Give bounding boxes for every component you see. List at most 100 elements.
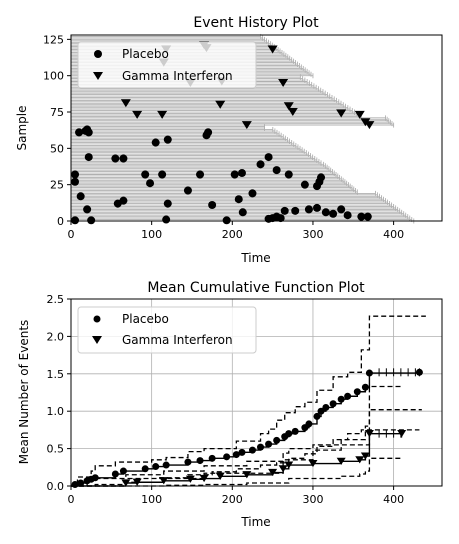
x-tick-label: 200 <box>222 493 243 506</box>
event-point <box>304 205 313 214</box>
event-point <box>163 199 172 208</box>
event-point <box>151 138 160 147</box>
mcf-point <box>152 463 160 471</box>
mcf-point <box>238 448 246 456</box>
x-tick-label: 100 <box>141 228 162 241</box>
x-tick-label: 300 <box>302 228 323 241</box>
event-point <box>234 195 243 204</box>
event-point <box>336 109 347 118</box>
legend-frame <box>77 306 257 354</box>
event-point <box>312 203 321 212</box>
mcf-point <box>355 456 365 464</box>
mcf-point <box>278 465 288 473</box>
mcf-point <box>121 479 131 487</box>
event-point <box>300 180 309 189</box>
mcf-point <box>317 407 325 415</box>
mcf-point <box>141 465 149 473</box>
event-point <box>208 201 217 210</box>
mcf-point <box>215 472 225 480</box>
event-point <box>343 211 352 220</box>
y-tick-label: 1.0 <box>47 405 65 418</box>
mcf-point <box>119 467 127 475</box>
mcf-point <box>285 430 293 438</box>
legend-frame <box>77 41 257 89</box>
event-point <box>291 206 300 215</box>
mcf-point <box>199 474 209 483</box>
event-point <box>337 205 346 214</box>
y-tick-label: 2.0 <box>47 330 65 343</box>
event-point <box>196 170 205 179</box>
event-point <box>162 215 171 224</box>
x-tick-label: 0 <box>68 228 75 241</box>
event-history-ylabel: Sample <box>15 106 29 151</box>
mcf-point <box>257 443 265 451</box>
mcf-point <box>91 474 99 482</box>
mcf-point <box>344 392 352 400</box>
event-point <box>119 154 128 163</box>
y-tick-label: 0.5 <box>47 443 65 456</box>
mcf-point <box>162 461 170 469</box>
legend-label-gamma: Gamma Interferon <box>122 333 233 347</box>
mcf-point <box>313 412 321 420</box>
event-point <box>267 45 278 54</box>
event-point <box>75 128 84 137</box>
event-point <box>364 121 375 130</box>
mcf-point <box>132 478 142 486</box>
y-tick-label: 2.5 <box>47 293 65 306</box>
y-tick-label: 0.0 <box>47 480 65 493</box>
legend-label-gamma: Gamma Interferon <box>122 69 233 83</box>
event-point <box>317 173 326 182</box>
event-point <box>272 166 281 175</box>
event-point <box>357 212 366 221</box>
event-point <box>204 128 213 137</box>
y-tick-label: 0 <box>57 215 64 228</box>
event-point <box>238 208 247 217</box>
event-point <box>71 170 80 179</box>
event-point <box>248 189 257 198</box>
event-point <box>284 170 293 179</box>
x-tick-label: 100 <box>141 493 162 506</box>
mcf-point <box>208 454 216 462</box>
event-point <box>158 170 167 179</box>
event-point <box>280 206 289 215</box>
mcf-point <box>268 468 278 477</box>
mcf-point <box>353 388 361 396</box>
axes-frame <box>70 34 443 222</box>
mcf-point <box>365 369 373 377</box>
legend-marker-gamma <box>92 336 102 344</box>
event-history-panel: Event History Plot Time Sample 0 100 200 30… <box>15 15 443 265</box>
confidence-bound <box>71 429 420 487</box>
event-point <box>237 169 246 178</box>
event-point <box>276 214 285 223</box>
event-point <box>264 153 273 162</box>
event-point <box>84 128 93 137</box>
y-tick-label: 25 <box>50 179 64 192</box>
event-history-title: Event History Plot <box>193 15 319 31</box>
event-point <box>329 209 338 218</box>
event-point <box>83 205 92 214</box>
x-tick-label: 200 <box>222 228 243 241</box>
x-tick-label: 400 <box>383 493 404 506</box>
event-point <box>354 110 365 119</box>
mcf-point <box>284 461 294 469</box>
mcf-point <box>184 458 192 466</box>
mcf-point <box>322 403 330 411</box>
event-point <box>321 208 330 217</box>
y-tick-label: 125 <box>43 33 64 46</box>
event-point <box>120 99 131 108</box>
event-point <box>222 216 231 225</box>
event-point <box>76 192 85 201</box>
confidence-bound <box>71 457 402 487</box>
y-tick-label: 75 <box>50 106 64 119</box>
event-history-legend: Placebo Gamma Interferon <box>77 41 257 89</box>
mcf-point <box>305 420 313 428</box>
event-point <box>71 177 80 186</box>
event-point <box>287 108 298 117</box>
y-tick-label: 50 <box>50 142 64 155</box>
event-point <box>84 153 93 162</box>
mcf-title: Mean Cumulative Function Plot <box>147 280 365 296</box>
event-point <box>157 110 168 119</box>
mcf-point <box>248 446 256 454</box>
mcf-ylabel: Mean Number of Events <box>17 320 31 465</box>
